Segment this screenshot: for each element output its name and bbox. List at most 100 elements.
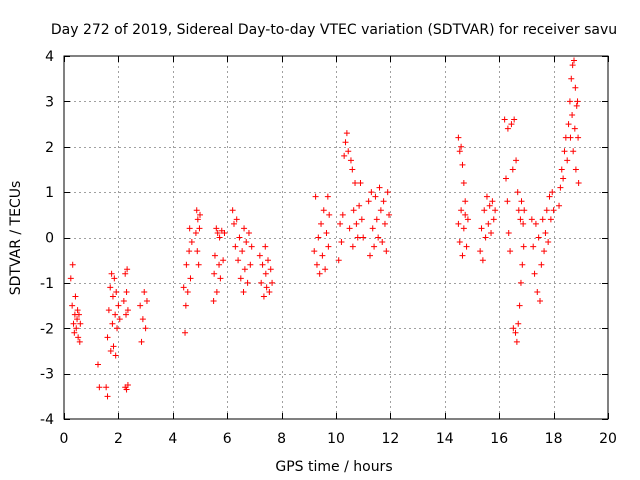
data-point xyxy=(352,180,359,187)
data-point xyxy=(347,157,354,164)
data-point xyxy=(214,229,221,236)
x-tick-label: 8 xyxy=(277,431,286,447)
data-point xyxy=(138,338,145,345)
data-point xyxy=(572,166,579,173)
data-point xyxy=(568,75,575,82)
data-point xyxy=(456,148,463,155)
data-point xyxy=(69,261,76,268)
data-point xyxy=(114,325,121,332)
data-point xyxy=(541,248,548,255)
data-point xyxy=(112,311,119,318)
data-point xyxy=(262,270,269,277)
data-point xyxy=(539,216,546,223)
data-point xyxy=(546,193,553,200)
data-point xyxy=(464,216,471,223)
data-point xyxy=(124,266,131,273)
data-point xyxy=(490,216,497,223)
data-point xyxy=(479,257,486,264)
data-point xyxy=(110,343,117,350)
x-tick-label: 0 xyxy=(60,431,69,447)
data-point xyxy=(339,211,346,218)
x-tick-label: 6 xyxy=(223,431,232,447)
x-tick-labels: 0 2 4 6 8 10 12 14 16 18 20 xyxy=(60,431,617,447)
data-point xyxy=(570,148,577,155)
data-point xyxy=(180,284,187,291)
data-point xyxy=(194,248,201,255)
data-point xyxy=(462,198,469,205)
data-point xyxy=(243,239,250,246)
x-tick-label: 12 xyxy=(381,431,399,447)
data-point xyxy=(517,216,524,223)
data-point xyxy=(379,239,386,246)
data-point xyxy=(239,248,246,255)
data-point xyxy=(319,252,326,259)
data-point xyxy=(356,202,363,209)
data-point xyxy=(537,298,543,305)
data-point xyxy=(455,134,462,141)
data-point xyxy=(368,189,375,196)
data-point xyxy=(575,180,582,187)
data-point xyxy=(569,111,576,118)
data-point xyxy=(315,234,322,241)
y-tick-label: -2 xyxy=(40,321,54,337)
data-point xyxy=(240,288,247,295)
data-point xyxy=(245,229,252,236)
data-point xyxy=(575,134,582,141)
data-point xyxy=(324,193,331,200)
data-point xyxy=(371,243,378,250)
data-point xyxy=(572,84,579,91)
data-point xyxy=(107,347,114,354)
data-point xyxy=(313,261,320,268)
chart-title: Day 272 of 2019, Sidereal Day-to-day VTE… xyxy=(51,22,617,38)
data-point xyxy=(182,329,189,336)
data-point xyxy=(316,270,323,277)
data-point xyxy=(519,261,526,268)
data-point xyxy=(233,216,240,223)
data-point xyxy=(384,189,391,196)
data-point xyxy=(69,302,76,309)
data-point xyxy=(111,275,118,282)
data-point xyxy=(376,184,383,191)
data-point xyxy=(71,329,78,336)
x-tick-label: 2 xyxy=(114,431,123,447)
y-tick-label: 1 xyxy=(45,185,54,201)
data-point xyxy=(113,288,120,295)
data-point xyxy=(107,284,114,291)
data-point xyxy=(375,234,382,241)
data-point xyxy=(346,225,353,232)
data-point xyxy=(182,302,189,309)
data-point xyxy=(574,98,581,105)
data-point xyxy=(550,207,557,214)
data-point xyxy=(105,307,112,314)
data-point xyxy=(345,148,352,155)
data-point xyxy=(221,229,228,236)
data-point xyxy=(213,225,220,232)
data-point xyxy=(508,121,515,128)
data-point xyxy=(108,270,115,277)
data-point xyxy=(517,279,524,286)
data-point xyxy=(322,266,329,273)
data-point xyxy=(77,320,84,327)
data-point xyxy=(350,207,357,214)
data-point xyxy=(115,302,122,309)
data-point xyxy=(488,229,495,236)
data-point xyxy=(477,248,484,255)
data-points xyxy=(67,57,582,400)
data-point xyxy=(557,184,564,191)
data-point xyxy=(320,207,327,214)
data-point xyxy=(462,211,469,218)
data-point xyxy=(503,175,509,182)
data-point xyxy=(213,288,220,295)
data-point xyxy=(460,180,467,187)
data-point xyxy=(75,311,82,318)
data-point xyxy=(538,261,545,268)
data-point xyxy=(325,243,332,250)
data-point xyxy=(513,338,520,345)
data-point xyxy=(123,311,130,318)
data-point xyxy=(263,284,270,291)
x-axis-label: GPS time / hours xyxy=(275,459,392,475)
data-point xyxy=(456,239,463,246)
data-point xyxy=(530,243,537,250)
data-point xyxy=(248,243,255,250)
